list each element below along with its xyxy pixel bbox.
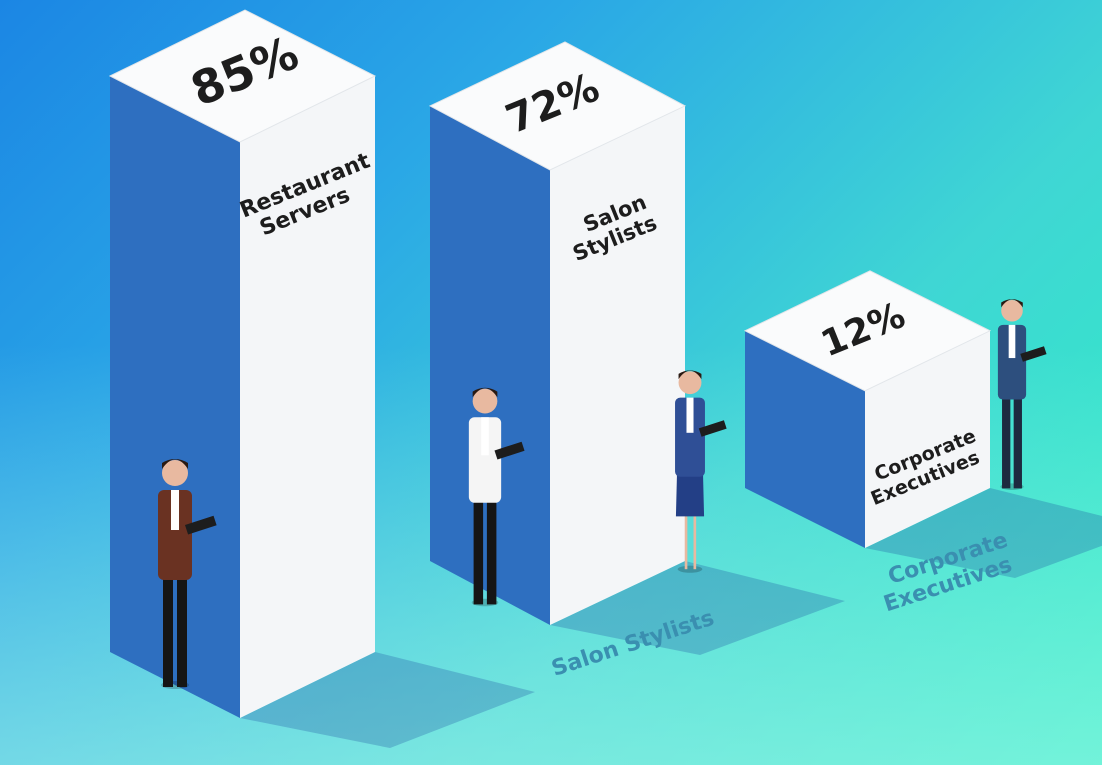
bar-top-face bbox=[428, 41, 687, 171]
bar-top-face bbox=[743, 270, 992, 392]
bar-left-face bbox=[110, 76, 240, 718]
bar-shadow bbox=[550, 561, 845, 655]
bar-left-face bbox=[745, 330, 865, 548]
bar-front-face bbox=[865, 330, 990, 548]
bar-left-face bbox=[430, 105, 550, 625]
person-figure bbox=[997, 299, 1047, 491]
bar-top-face bbox=[108, 9, 377, 143]
bar-shadow bbox=[865, 488, 1102, 578]
bar-front-face bbox=[240, 76, 375, 718]
bar-front-face bbox=[550, 105, 685, 625]
person-figure bbox=[675, 370, 727, 573]
person-figure bbox=[468, 387, 525, 607]
person-figure bbox=[158, 459, 217, 689]
bar-shadow bbox=[240, 652, 535, 748]
